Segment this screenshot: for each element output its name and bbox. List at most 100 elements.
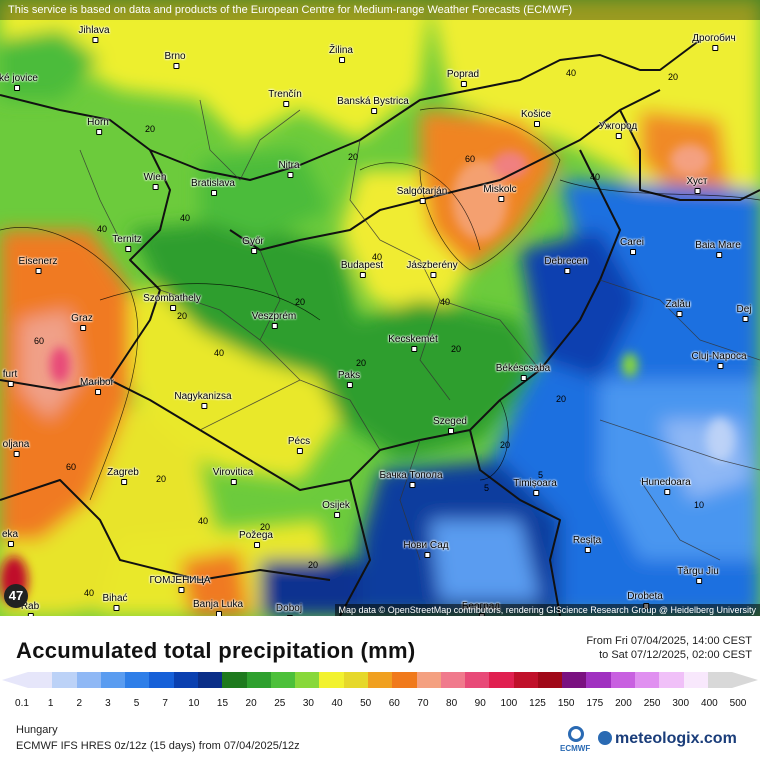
ecmwf-logo-icon bbox=[568, 726, 584, 742]
color-swatch bbox=[537, 672, 563, 688]
isoline-label: 40 bbox=[214, 348, 225, 358]
color-swatch bbox=[562, 672, 587, 688]
color-swatch bbox=[635, 672, 660, 688]
color-swatch bbox=[489, 672, 514, 688]
city-label: Jászberény bbox=[406, 260, 458, 278]
city-label: Dej bbox=[736, 304, 752, 322]
city-label: Eisenerz bbox=[18, 256, 58, 274]
city-label: Pécs bbox=[287, 436, 311, 454]
legend-title: Accumulated total precipitation (mm) bbox=[16, 638, 416, 663]
isoline-label: 10 bbox=[694, 500, 705, 510]
isoline-label: 20 bbox=[156, 474, 167, 484]
city-label: Carei bbox=[620, 237, 644, 255]
city-label: furt bbox=[2, 369, 18, 387]
scale-tick-label: 90 bbox=[474, 698, 486, 709]
scale-tick-label: 100 bbox=[500, 698, 518, 709]
color-swatch bbox=[343, 672, 368, 688]
isoline-label: 20 bbox=[500, 440, 511, 450]
scale-tick-label: 70 bbox=[417, 698, 429, 709]
isoline-label: 20 bbox=[348, 152, 359, 162]
ecmwf-logo[interactable]: ECMWF bbox=[560, 726, 592, 756]
isoline-label: 20 bbox=[308, 560, 319, 570]
city-label: Debrecen bbox=[544, 256, 588, 274]
period-to: to Sat 07/12/2025, 02:00 CEST bbox=[599, 649, 752, 661]
scale-tick-label: 0.1 bbox=[15, 698, 29, 709]
isoline-label: 40 bbox=[440, 297, 451, 307]
precipitation-map[interactable]: This service is based on data and produc… bbox=[0, 0, 760, 616]
isoline-label: 40 bbox=[84, 588, 95, 598]
region-label: Hungary bbox=[16, 724, 58, 736]
scale-tick-label: 30 bbox=[302, 698, 314, 709]
city-label: Zalău bbox=[665, 299, 691, 317]
color-swatch bbox=[100, 672, 126, 688]
time-period: From Fri 07/04/2025, 14:00 CEST to Sat 0… bbox=[586, 634, 752, 662]
city-label: eka bbox=[1, 529, 19, 547]
city-label: Graz bbox=[71, 313, 93, 331]
scale-tick-label: 3 bbox=[105, 698, 111, 709]
color-swatch bbox=[52, 672, 77, 688]
legend-panel: Accumulated total precipitation (mm) Fro… bbox=[0, 616, 760, 760]
scale-tick-label: 20 bbox=[245, 698, 257, 709]
scale-tick-label: 500 bbox=[729, 698, 747, 709]
color-swatch bbox=[610, 672, 636, 688]
scale-tick-label: 150 bbox=[557, 698, 575, 709]
city-label: Rab bbox=[20, 601, 40, 616]
city-label: Trenčín bbox=[268, 89, 302, 107]
city-label: Košice bbox=[520, 109, 552, 127]
city-label: Salgótarján bbox=[396, 186, 448, 204]
city-label: Ternitz bbox=[112, 234, 142, 252]
isoline-label: 60 bbox=[34, 336, 45, 346]
city-label: Нови Сад bbox=[403, 540, 449, 558]
city-label: Žilina bbox=[329, 45, 353, 63]
city-label: Târgu Jiu bbox=[677, 566, 719, 584]
city-label: Budapest bbox=[340, 260, 384, 278]
city-label: Békéscsaba bbox=[495, 363, 551, 381]
city-label: Miskolc bbox=[483, 184, 517, 202]
color-scale-ticks: 0.1 1 2 3 5 7 10 15 20 25 30 40 50 60 70 80 90 100 125 150 1… bbox=[15, 698, 747, 712]
color-swatch bbox=[125, 672, 150, 688]
isoline-label: 20 bbox=[260, 522, 271, 532]
city-label: Jihlava bbox=[78, 25, 110, 43]
city-label: Hunedoara bbox=[641, 477, 691, 495]
city-label: Paks bbox=[337, 370, 361, 388]
city-label: Kecskemét bbox=[388, 334, 438, 352]
scale-tick-label: 400 bbox=[701, 698, 718, 709]
color-scale-bar bbox=[28, 672, 733, 688]
isoline-label: 40 bbox=[566, 68, 577, 78]
city-label: Nagykanizsa bbox=[174, 391, 232, 409]
city-label: Požega bbox=[239, 530, 273, 548]
city-label: Baia Mare bbox=[695, 240, 741, 258]
ecmwf-attribution-banner: This service is based on data and produc… bbox=[0, 0, 760, 20]
scale-tick-label: 25 bbox=[274, 698, 286, 709]
color-swatch bbox=[319, 672, 344, 688]
isoline-label: 5 bbox=[484, 483, 490, 493]
scale-tick-label: 5 bbox=[133, 698, 140, 709]
isoline-label: 40 bbox=[590, 172, 601, 182]
city-label: Timișoara bbox=[513, 478, 557, 496]
city-label: ГОМЈЕНИЦА bbox=[149, 575, 211, 593]
color-swatch bbox=[586, 672, 611, 688]
city-label: Reșița bbox=[572, 535, 602, 553]
scale-tick-label: 1 bbox=[47, 698, 54, 709]
isoline-label: 40 bbox=[372, 252, 383, 262]
city-label: Бачка Топола bbox=[379, 470, 443, 488]
city-label: Wien bbox=[143, 172, 167, 190]
city-label: Brno bbox=[164, 51, 186, 69]
city-label: Cluj-Napoca bbox=[691, 351, 747, 369]
color-swatch bbox=[513, 672, 538, 688]
scale-tick-label: 175 bbox=[586, 698, 604, 709]
isoline-label: 20 bbox=[356, 358, 367, 368]
city-label: Poprad bbox=[446, 69, 480, 87]
map-credit: Map data © OpenStreetMap contributors, r… bbox=[334, 604, 760, 616]
city-label: Horn bbox=[87, 117, 109, 135]
city-label: Győr bbox=[242, 236, 264, 254]
color-swatch bbox=[440, 672, 466, 688]
city-label: Virovitica bbox=[212, 467, 254, 485]
color-swatch bbox=[222, 672, 247, 688]
scale-tick-label: 7 bbox=[162, 698, 168, 709]
legend-left-arrow bbox=[2, 672, 28, 688]
city-label: Doboj bbox=[275, 603, 303, 616]
isoline-label: 60 bbox=[465, 154, 476, 164]
scale-tick-label: 50 bbox=[360, 698, 372, 709]
meteologix-logo[interactable]: meteologix.com bbox=[598, 730, 737, 748]
